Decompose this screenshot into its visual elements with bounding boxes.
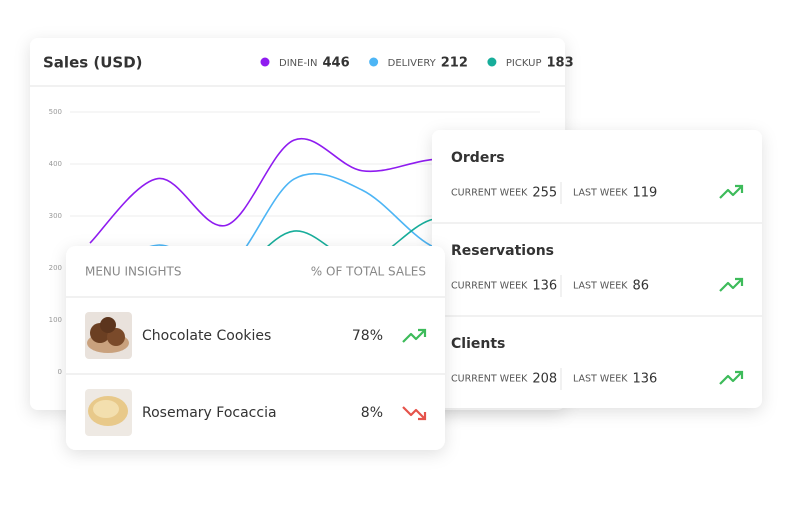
stat-label: CURRENT WEEK bbox=[451, 281, 528, 292]
item-share: 8% bbox=[361, 405, 383, 421]
item-name: Rosemary Focaccia bbox=[142, 405, 277, 421]
focaccia-image bbox=[85, 389, 132, 436]
y-tick-label: 300 bbox=[49, 212, 62, 220]
item-share: 78% bbox=[352, 328, 383, 344]
stat-label: LAST WEEK bbox=[573, 374, 628, 385]
y-tick-label: 0 bbox=[58, 368, 62, 376]
stat-label: CURRENT WEEK bbox=[451, 188, 528, 199]
trend-arrow bbox=[418, 328, 427, 337]
stat-value: 136 bbox=[633, 372, 658, 387]
card-bg bbox=[432, 130, 762, 408]
stat-title: Orders bbox=[451, 150, 505, 166]
stat-value: 136 bbox=[532, 279, 557, 294]
stat-title: Clients bbox=[451, 336, 505, 352]
trend-arrow bbox=[735, 277, 744, 286]
menu-header: MENU INSIGHTS bbox=[85, 265, 181, 279]
series-line bbox=[89, 172, 499, 280]
series-line bbox=[89, 137, 499, 244]
trend-icon bbox=[719, 185, 743, 199]
trend-icon bbox=[719, 371, 743, 385]
trend-icon bbox=[402, 329, 426, 343]
y-tick-label: 400 bbox=[49, 160, 62, 168]
legend-dot bbox=[487, 57, 497, 67]
stat-label: CURRENT WEEK bbox=[451, 374, 528, 385]
legend-label: PICKUP bbox=[506, 58, 542, 69]
y-tick-label: 100 bbox=[49, 316, 62, 324]
y-tick-label: 200 bbox=[49, 264, 62, 272]
menu-column: % OF TOTAL SALES bbox=[311, 265, 426, 279]
legend-label: DINE-IN bbox=[279, 58, 318, 69]
stat-title: Reservations bbox=[451, 243, 554, 259]
legend-dot bbox=[260, 57, 270, 67]
trend-arrow bbox=[735, 184, 744, 193]
chart-title: Sales (USD) bbox=[43, 54, 143, 72]
stat-label: LAST WEEK bbox=[573, 188, 628, 199]
trend-arrow bbox=[735, 370, 744, 379]
stat-label: LAST WEEK bbox=[573, 281, 628, 292]
y-tick-label: 500 bbox=[49, 108, 62, 116]
stats-card: Orders CURRENT WEEK 255 LAST WEEK 119 Reserva… bbox=[432, 130, 762, 408]
menu-card: MENU INSIGHTS % OF TOTAL SALES Chocolate… bbox=[66, 246, 445, 450]
trend-icon bbox=[719, 278, 743, 292]
stat-value: 255 bbox=[532, 186, 557, 201]
item-name: Chocolate Cookies bbox=[142, 328, 271, 344]
stat-value: 119 bbox=[633, 186, 658, 201]
legend-dot bbox=[369, 57, 379, 67]
stat-value: 208 bbox=[532, 372, 557, 387]
legend-total: 212 bbox=[441, 56, 468, 71]
legend-total: 183 bbox=[547, 56, 574, 71]
legend-label: DELIVERY bbox=[388, 58, 437, 69]
trend-icon bbox=[402, 406, 426, 420]
legend-total: 446 bbox=[323, 56, 350, 71]
trend-arrow bbox=[418, 412, 427, 421]
cookie-image bbox=[85, 312, 132, 359]
stat-value: 86 bbox=[633, 279, 650, 294]
